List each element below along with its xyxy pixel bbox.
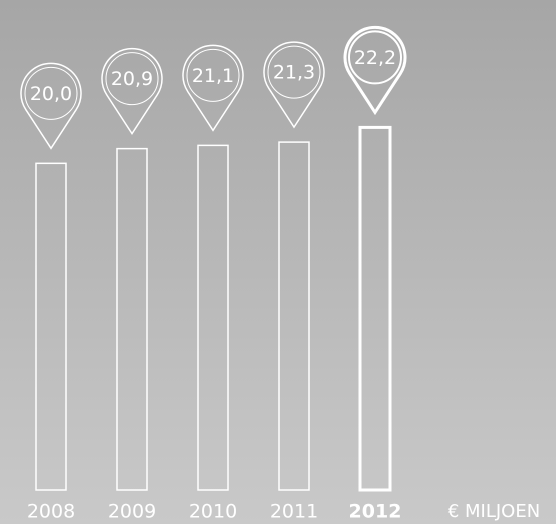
pin-inner-ring (24, 66, 78, 120)
bar (358, 125, 392, 492)
pin-inner-ring (186, 48, 240, 102)
value-label: 21,3 (273, 62, 315, 84)
pin-inner-ring (105, 52, 159, 106)
bar (278, 141, 310, 491)
x-tick-label: 2009 (108, 501, 156, 523)
unit-label: € MILJOEN (448, 501, 540, 522)
bar (116, 147, 148, 491)
value-label: 20,0 (30, 83, 72, 105)
pin-inner-ring (348, 30, 402, 85)
bar (35, 162, 67, 491)
value-label: 22,2 (354, 47, 396, 69)
pin-marker (101, 47, 163, 136)
pin-marker (20, 62, 82, 150)
x-tick-label: 2008 (27, 501, 75, 523)
value-label: 21,1 (192, 65, 234, 87)
value-label: 20,9 (111, 68, 153, 90)
pin-marker (343, 25, 407, 116)
pin-inner-ring (267, 45, 321, 99)
pin-marker (182, 44, 244, 132)
pin-marker (263, 41, 325, 129)
x-tick-label: 2011 (270, 501, 318, 523)
x-tick-label: 2010 (189, 501, 237, 523)
x-tick-label: 2012 (349, 501, 402, 523)
bar (197, 144, 229, 491)
